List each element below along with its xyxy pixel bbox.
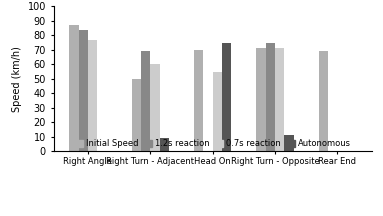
- Y-axis label: Speed (km/h): Speed (km/h): [12, 46, 22, 112]
- Bar: [284, 135, 294, 151]
- Bar: [160, 138, 169, 151]
- Bar: [265, 43, 275, 151]
- Bar: [141, 51, 150, 151]
- Bar: [79, 30, 88, 151]
- Bar: [69, 25, 79, 151]
- Bar: [150, 64, 160, 151]
- Bar: [88, 40, 97, 151]
- Legend: Initial Speed, 1.2s reaction, 0.7s reaction, Autonomous: Initial Speed, 1.2s reaction, 0.7s react…: [74, 140, 351, 148]
- Bar: [213, 72, 222, 151]
- Bar: [319, 51, 328, 151]
- Bar: [131, 79, 141, 151]
- Bar: [275, 48, 284, 151]
- Bar: [194, 50, 203, 151]
- Bar: [256, 48, 265, 151]
- Bar: [222, 43, 231, 151]
